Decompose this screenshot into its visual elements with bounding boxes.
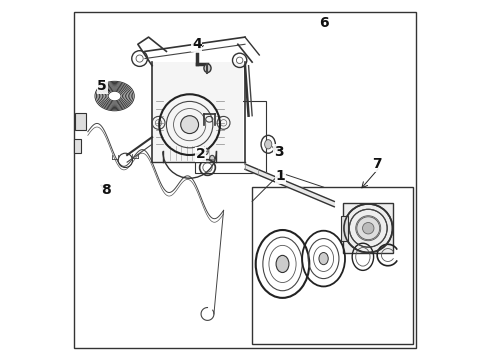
Bar (252, 187, 413, 344)
Ellipse shape (356, 216, 381, 241)
Ellipse shape (362, 222, 375, 235)
Bar (195, 102, 267, 173)
Text: 6: 6 (319, 16, 328, 30)
Text: 2: 2 (196, 147, 205, 161)
Bar (152, 62, 243, 162)
Bar (74, 139, 81, 153)
Text: 1: 1 (276, 170, 286, 184)
Ellipse shape (265, 140, 272, 149)
Polygon shape (245, 164, 334, 207)
Bar (342, 216, 348, 241)
Ellipse shape (203, 148, 208, 155)
Text: 5: 5 (97, 79, 107, 93)
Text: 4: 4 (192, 37, 202, 51)
Ellipse shape (204, 64, 211, 72)
Bar (343, 203, 393, 253)
Bar (75, 113, 86, 130)
Ellipse shape (210, 156, 215, 162)
Ellipse shape (357, 217, 380, 240)
Text: 8: 8 (101, 183, 111, 197)
Ellipse shape (276, 255, 289, 273)
Ellipse shape (363, 222, 374, 234)
Ellipse shape (319, 252, 328, 265)
Ellipse shape (181, 116, 198, 134)
Text: 3: 3 (274, 145, 284, 159)
Text: 7: 7 (372, 157, 382, 171)
